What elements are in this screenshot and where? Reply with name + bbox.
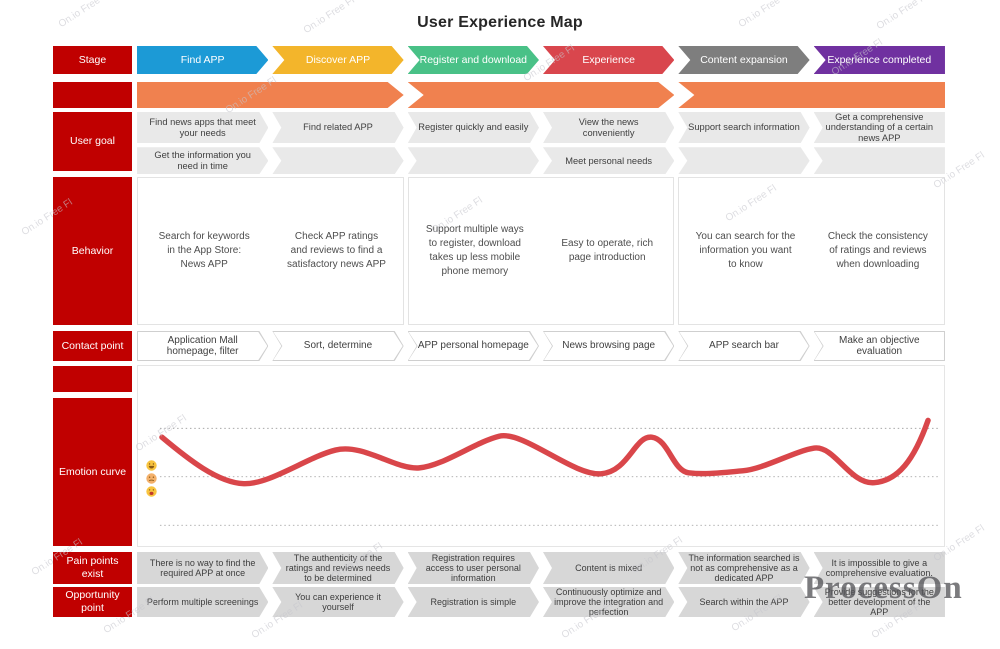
label-banner-spacer [53,82,132,108]
opportunity-cell: Registration is simple [408,587,539,617]
behavior-box: Search for keywords in the App Store: Ne… [137,177,404,325]
pain-point-cell: The authenticity of the ratings and revi… [272,552,403,584]
user-goal-cell: Find related APP [272,112,403,143]
user-goal-cell [272,147,403,174]
contact-point-row: Contact point Application Mall homepage,… [53,331,945,361]
behavior-boxes: Search for keywords in the App Store: Ne… [137,177,946,325]
label-user-goal: User goal [53,112,132,171]
contact-cell-text: APP personal homepage [409,332,538,360]
opportunity-cell: Continuously optimize and improve the in… [543,587,674,617]
pain-point-cell: It is impossible to give a comprehensive… [813,552,945,584]
stage-cell-experience: Experience [543,46,674,74]
emotion-curve-plot [159,417,941,526]
contact-cell: Application Mall homepage, filter [137,331,268,361]
pain-point-cell: Content is mixed [543,552,674,584]
stage-cell-register: Register and download [408,46,539,74]
user-goal-cell: View the news conveniently [543,112,674,143]
contact-cell: Sort, determine [272,331,403,361]
contact-cell-text: Make an objective evaluation [814,332,944,360]
user-goal-row: User goal Find news apps that meet your … [53,112,945,175]
pain-points-row: Pain points exist There is no way to fin… [53,552,945,584]
user-goal-cell [408,147,539,174]
opportunity-cell: Perform multiple screenings [137,587,268,617]
contact-cell-text: APP search bar [679,332,808,360]
stage-cells: Find APP Discover APP Register and downl… [137,46,945,74]
pain-point-cell: There is no way to find the required APP… [137,552,268,584]
opportunity-cells: Perform multiple screenings You can expe… [137,587,945,617]
stage-cell-find-app: Find APP [137,46,268,74]
emotion-label-column: Emotion curve [53,365,132,547]
contact-cell: APP personal homepage [408,331,539,361]
behavior-item: Search for keywords in the App Store: Ne… [158,231,250,270]
behavior-item: You can search for the information you w… [695,231,796,270]
behavior-box: Support multiple ways to register, downl… [407,177,675,325]
opportunity-row: Opportunity point Perform multiple scree… [53,587,945,617]
opportunity-cell: Search within the APP [678,587,809,617]
user-goal-cell: Get the information you need in time [137,147,268,174]
banner-segment [137,82,404,108]
contact-point-cells: Application Mall homepage, filter Sort, … [137,331,945,361]
behavior-item: Check the consistency of ratings and rev… [827,231,928,270]
emoji-sad-icon [146,484,157,497]
pain-point-cell: The information searched is not as compr… [678,552,809,584]
contact-cell-text: News browsing page [544,332,673,360]
user-goal-cell: Get a comprehensive understanding of a c… [813,112,945,144]
pain-point-cells: There is no way to find the required APP… [137,552,945,584]
emotion-curve-line [159,417,931,487]
banner-segments [137,82,946,108]
user-goal-cell: Register quickly and easily [408,112,539,143]
banner-row [53,82,946,108]
pain-point-cell: Registration requires access to user per… [408,552,539,584]
behavior-item: Easy to operate, rich page introduction [561,238,654,263]
contact-cell: Make an objective evaluation [813,331,945,361]
emotion-row: Emotion curve [53,365,945,547]
behavior-box: You can search for the information you w… [678,177,946,325]
contact-cell-text: Sort, determine [273,332,402,360]
user-goal-cell [813,147,945,175]
behavior-item: Support multiple ways to register, downl… [425,224,524,277]
opportunity-cell: You can experience it yourself [272,587,403,617]
label-opportunity: Opportunity point [53,587,132,617]
user-goal-cell: Find news apps that meet your needs [137,112,268,143]
stage-cell-content-expansion: Content expansion [678,46,809,74]
user-goal-cell: Support search information [678,112,809,143]
banner-segment [678,82,946,108]
stage-cell-discover-app: Discover APP [272,46,403,74]
page-title: User Experience Map [417,14,583,31]
contact-cell: News browsing page [543,331,674,361]
user-goal-cells-1: Find news apps that meet your needs Find… [137,112,945,144]
emotion-chart [137,365,945,547]
user-goal-cells-2: Get the information you need in time Mee… [137,147,945,175]
user-goal-cell: Meet personal needs [543,147,674,174]
emoji-happy-icon [146,458,157,471]
emoji-neutral-icon [146,471,157,484]
banner-segment [408,82,675,108]
user-goal-cell [678,147,809,174]
opportunity-cell: Provide suggestions for the better devel… [813,587,945,617]
label-chart-spacer [53,366,132,392]
contact-cell: APP search bar [678,331,809,361]
behavior-item: Check APP ratings and reviews to find a … [287,231,386,270]
label-contact-point: Contact point [53,331,132,361]
behavior-row: Behavior Search for keywords in the App … [53,177,946,325]
label-behavior: Behavior [53,177,132,325]
label-pain-points: Pain points exist [53,552,132,584]
contact-cell-text: Application Mall homepage, filter [138,332,267,360]
label-emotion-curve: Emotion curve [53,398,132,546]
label-stage: Stage [53,46,132,74]
stage-row: Stage Find APP Discover APP Register and… [53,46,945,74]
stage-cell-experience-completed: Experience completed [813,46,945,74]
